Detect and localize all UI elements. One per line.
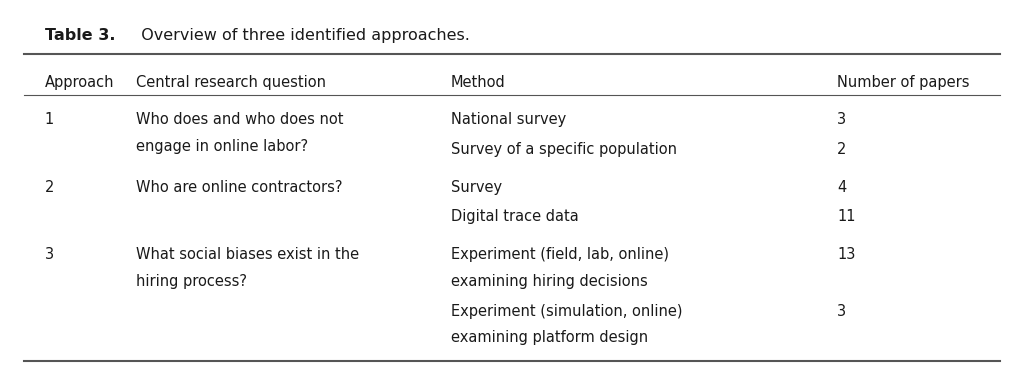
Text: Survey of a specific population: Survey of a specific population [451,142,677,157]
Text: 3: 3 [837,304,846,319]
Text: Experiment (field, lab, online): Experiment (field, lab, online) [451,247,669,262]
Text: Survey: Survey [451,180,502,195]
Text: 3: 3 [837,112,846,127]
Text: Who are online contractors?: Who are online contractors? [136,180,343,195]
Text: Number of papers: Number of papers [837,75,970,90]
Text: 3: 3 [45,247,54,262]
Text: 2: 2 [45,180,54,195]
Text: examining hiring decisions: examining hiring decisions [451,274,648,289]
Text: Table 3.: Table 3. [45,28,116,43]
Text: hiring process?: hiring process? [136,274,247,289]
Text: Digital trace data: Digital trace data [451,209,579,224]
Text: 4: 4 [837,180,846,195]
Text: Approach: Approach [45,75,115,90]
Text: Experiment (simulation, online): Experiment (simulation, online) [451,304,683,319]
Text: 2: 2 [837,142,847,157]
Text: 13: 13 [837,247,855,262]
Text: 1: 1 [45,112,54,127]
Text: engage in online labor?: engage in online labor? [136,139,308,154]
Text: Overview of three identified approaches.: Overview of three identified approaches. [131,28,470,43]
Text: 11: 11 [837,209,855,224]
Text: Method: Method [451,75,506,90]
Text: Central research question: Central research question [136,75,327,90]
Text: What social biases exist in the: What social biases exist in the [136,247,359,262]
Text: Who does and who does not: Who does and who does not [136,112,344,127]
Text: examining platform design: examining platform design [451,331,648,345]
Text: National survey: National survey [451,112,566,127]
